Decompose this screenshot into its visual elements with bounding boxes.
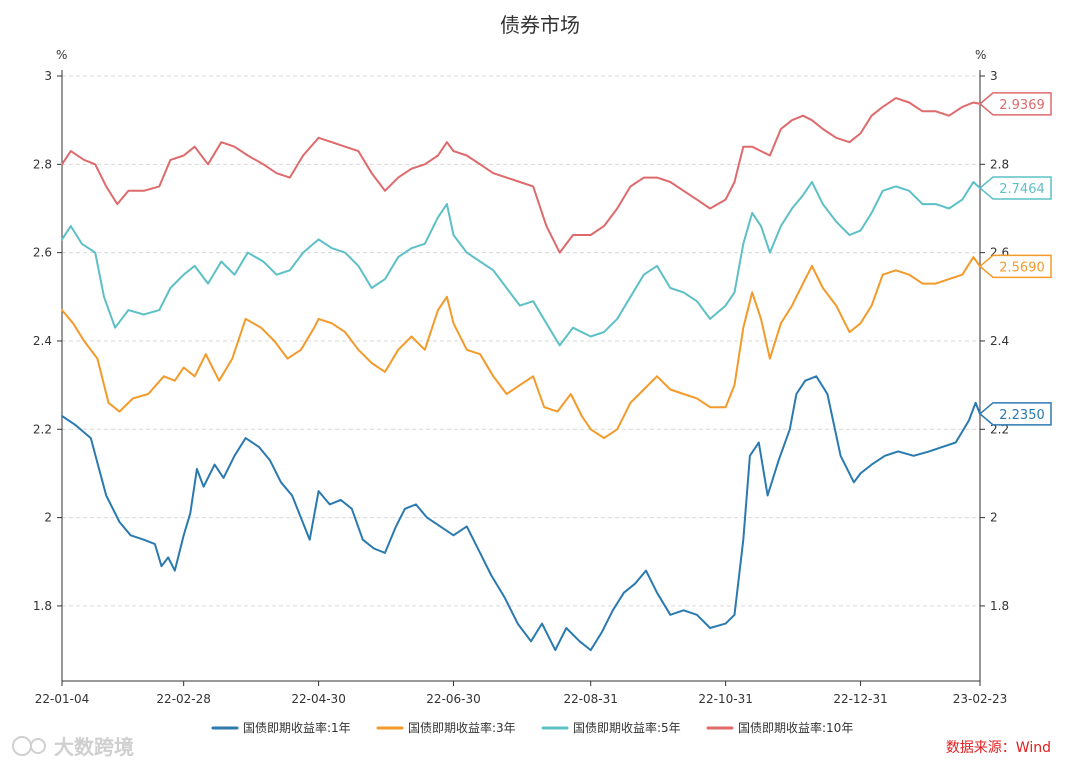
x-axis-tick-label: 22-04-30	[291, 692, 345, 706]
gridlines	[62, 75, 980, 607]
end-label-value-2: 2.5690	[999, 260, 1045, 275]
x-axis-tick-label: 22-01-04	[35, 692, 89, 706]
left-axis-tick-label: 2.6	[33, 246, 52, 260]
series-line-1	[61, 375, 981, 652]
left-axis-tick-label: 2.8	[33, 157, 52, 171]
right-axis-tick-label: 2.8	[990, 157, 1009, 171]
left-axis-tick-label: 2	[44, 511, 52, 525]
right-axis-tick-label: 3	[990, 69, 998, 83]
watermark-logo-icon	[12, 736, 32, 756]
right-axis-tick-label: 2.2	[990, 422, 1009, 436]
right-axis-tick-label: 1.8	[990, 599, 1009, 613]
legend-label-1: 国债即期收益率:1年	[243, 720, 351, 735]
left-axis-tick-label: 3	[44, 69, 52, 83]
x-axis-tick-label: 23-02-23	[953, 692, 1007, 706]
end-label-box-1	[978, 402, 1052, 426]
axes: 1.822.22.42.62.831.822.22.42.62.8322-01-…	[33, 69, 1009, 706]
end-label-box-4	[978, 92, 1052, 116]
watermark-logo-icon-inner	[30, 738, 46, 754]
data-source-label: 数据来源：Wind	[946, 740, 1051, 756]
watermark: 大数跨境	[12, 735, 134, 759]
x-axis-tick-label: 22-10-31	[698, 692, 752, 706]
watermark-text: 大数跨境	[54, 735, 134, 759]
chart-title: 债券市场	[500, 13, 580, 37]
end-label-box-3	[978, 176, 1052, 200]
x-axis-tick-label: 22-02-28	[156, 692, 210, 706]
series-line-3	[61, 181, 981, 347]
x-axis-tick-label: 22-12-31	[833, 692, 887, 706]
left-axis-tick-label: 2.4	[33, 334, 52, 348]
legend: 国债即期收益率:1年 国债即期收益率:3年 国债即期收益率:5年 国债即期收益率:10…	[211, 720, 853, 735]
end-label-value-4: 2.9369	[999, 98, 1045, 113]
end-label-value-3: 2.7464	[999, 182, 1045, 197]
x-axis-tick-label: 22-08-31	[563, 692, 617, 706]
end-value-labels: 2.2350 2.5690 2.7464 2.9369	[978, 92, 1052, 426]
legend-label-3: 国债即期收益率:5年	[573, 720, 681, 735]
right-axis-unit: %	[975, 48, 986, 62]
series-line-2	[61, 256, 981, 440]
legend-label-4: 国债即期收益率:10年	[738, 720, 853, 735]
end-label-value-1: 2.2350	[999, 408, 1045, 423]
left-axis-tick-label: 1.8	[33, 599, 52, 613]
series-lines	[61, 97, 981, 652]
end-label-box-2	[978, 254, 1052, 279]
right-axis-tick-label: 2	[990, 511, 998, 525]
left-axis-unit: %	[56, 48, 67, 62]
right-axis-tick-label: 2.4	[990, 334, 1009, 348]
legend-label-2: 国债即期收益率:3年	[408, 720, 516, 735]
x-axis-tick-label: 22-06-30	[426, 692, 480, 706]
left-axis-tick-label: 2.2	[33, 422, 52, 436]
series-line-4	[61, 97, 981, 254]
